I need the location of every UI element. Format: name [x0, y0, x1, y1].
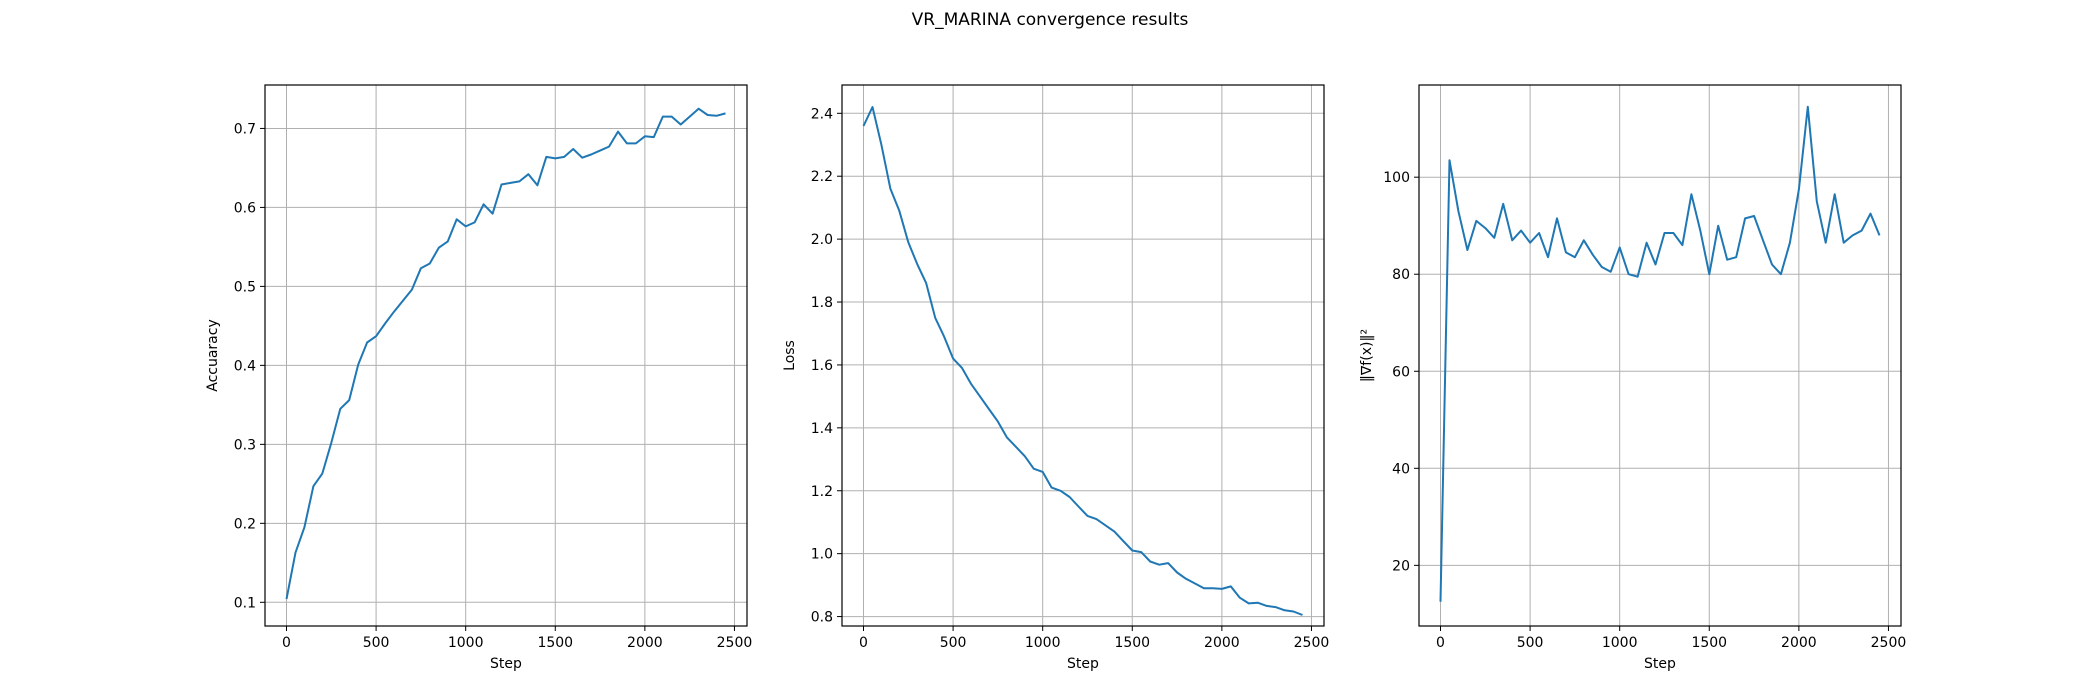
y-tick-label: 60	[1392, 364, 1410, 380]
y-tick-label: 1.0	[811, 547, 833, 563]
x-axis-label: Step	[490, 656, 522, 672]
y-tick-label: 1.6	[811, 358, 833, 374]
x-tick-label: 0	[1436, 635, 1445, 651]
y-tick-label: 2.2	[811, 169, 833, 185]
accuracy-subplot: 0 500 1000 1500 2000 2500 0.1 0.2 0.3 0.4 0.5 0.6 0.…	[205, 84, 753, 672]
x-tick-label: 500	[1517, 635, 1544, 651]
y-tick-label: 20	[1392, 558, 1410, 574]
axes-frame	[1418, 84, 1902, 627]
x-tick-label: 2000	[1781, 635, 1817, 651]
x-tick-label: 2500	[1294, 635, 1330, 651]
y-tick-label: 2.0	[811, 232, 833, 248]
x-tick-label: 2000	[627, 635, 663, 651]
y-tick-label: 80	[1392, 267, 1410, 283]
figure-title: VR_MARINA convergence results	[911, 10, 1189, 30]
x-tick-label: 500	[940, 635, 967, 651]
y-tick-label: 0.2	[234, 516, 256, 532]
y-tick-label: 0.8	[811, 610, 833, 626]
x-tick-label: 1500	[1691, 635, 1727, 651]
y-axis-label: Accuaracy	[205, 319, 221, 392]
x-tick-label: 1000	[1602, 635, 1638, 651]
x-tick-label: 1500	[537, 635, 573, 651]
axes-frame	[841, 84, 1325, 627]
x-tick-label: 0	[282, 635, 291, 651]
x-axis-label: Step	[1644, 656, 1676, 672]
y-tick-label: 1.4	[811, 421, 833, 437]
y-axis-label: Loss	[782, 340, 798, 371]
gradient-norm-subplot: 0 500 1000 1500 2000 2500 20 40 60 80 100 Step ‖∇f(x…	[1359, 84, 1907, 672]
loss-subplot: 0 500 1000 1500 2000 2500 0.8 1.0 1.2 1.4 1.6 1.8 2.…	[782, 84, 1330, 672]
x-tick-label: 500	[363, 635, 390, 651]
y-tick-label: 1.2	[811, 484, 833, 500]
x-tick-label: 2500	[717, 635, 753, 651]
y-axis-label: ‖∇f(x)‖²	[1359, 329, 1375, 382]
y-tick-label: 1.8	[811, 295, 833, 311]
y-tick-label: 0.3	[234, 437, 256, 453]
y-tick-label: 0.4	[234, 358, 256, 374]
data-series-line	[1439, 105, 1881, 602]
y-tick-label: 0.6	[234, 200, 256, 216]
data-series-line	[862, 106, 1303, 616]
x-tick-label: 1500	[1114, 635, 1150, 651]
x-tick-label: 2000	[1204, 635, 1240, 651]
x-axis-label: Step	[1067, 656, 1099, 672]
axes-frame	[264, 84, 748, 627]
y-tick-label: 40	[1392, 461, 1410, 477]
y-tick-label: 100	[1383, 170, 1410, 186]
x-tick-label: 0	[859, 635, 868, 651]
y-tick-label: 0.1	[234, 595, 256, 611]
y-tick-label: 0.7	[234, 121, 256, 137]
y-tick-label: 0.5	[234, 279, 256, 295]
x-tick-label: 2500	[1871, 635, 1907, 651]
y-tick-label: 2.4	[811, 106, 833, 122]
x-tick-label: 1000	[448, 635, 484, 651]
data-series-line	[285, 107, 726, 600]
x-tick-label: 1000	[1025, 635, 1061, 651]
